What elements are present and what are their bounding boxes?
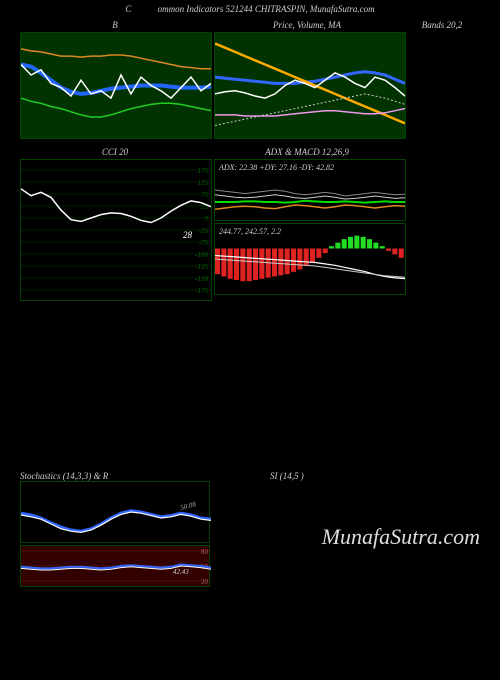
panel-macd-chart: 244.77, 242.57, 2.2 — [214, 223, 406, 295]
header-main: ommon Indicators 521244 CHITRASPIN, Muna… — [158, 4, 375, 14]
title-bands: Bands 20,2 — [404, 18, 480, 32]
panel-adx-chart: ADX: 22.38 +DY: 27.16 -DY: 42.82 — [214, 159, 406, 221]
title-rsi: SI (14,5 ) — [210, 471, 480, 481]
title-cci: CCI 20 — [20, 145, 210, 159]
panel-price-chart — [214, 32, 406, 139]
row3-titles: Stochastics (14,3,3) & R SI (14,5 ) — [0, 471, 500, 481]
svg-text:42.43: 42.43 — [173, 568, 189, 576]
svg-text:-100: -100 — [195, 251, 208, 259]
svg-text:-175: -175 — [195, 287, 208, 295]
panel-rsi-chart: 80502042.43 — [20, 545, 210, 587]
svg-text:175: 175 — [198, 167, 209, 175]
svg-text:244.77, 242.57, 2.2: 244.77, 242.57, 2.2 — [219, 227, 281, 236]
svg-text:125: 125 — [198, 179, 209, 187]
title-adx: ADX & MACD 12,26,9 — [212, 145, 402, 159]
svg-text:20: 20 — [201, 578, 209, 586]
title-stoch: Stochastics (14,3,3) & R — [20, 471, 210, 481]
row1-titles: B Price, Volume, MA Bands 20,2 — [0, 18, 500, 32]
panel-b-chart — [20, 32, 212, 139]
row2-titles: CCI 20 ADX & MACD 12,26,9 — [0, 145, 500, 159]
svg-text:-25: -25 — [199, 227, 209, 235]
row2-panels: 17512575259-25-75-100-125-150-17528 ADX:… — [0, 159, 500, 301]
svg-text:80: 80 — [201, 548, 209, 556]
svg-text:75: 75 — [201, 191, 209, 199]
title-price: Price, Volume, MA — [212, 18, 402, 32]
panel-stoch-chart: 50.08 — [20, 481, 210, 543]
watermark-text: MunafaSutra.com — [322, 524, 480, 550]
title-b: B — [20, 18, 210, 32]
panel-cci-chart: 17512575259-25-75-100-125-150-17528 — [20, 159, 212, 301]
svg-text:28: 28 — [183, 230, 193, 240]
panel-adx-macd-stack: ADX: 22.38 +DY: 27.16 -DY: 42.82 244.77,… — [214, 159, 406, 301]
svg-text:-75: -75 — [199, 239, 209, 247]
svg-text:-150: -150 — [195, 275, 208, 283]
svg-text:50.08: 50.08 — [179, 500, 197, 512]
row1-panels — [0, 32, 500, 139]
svg-text:ADX: 22.38 +DY: 27.16 -DY:: ADX: 22.38 +DY: 27.16 -DY: 42.82 — [218, 163, 334, 172]
svg-text:-125: -125 — [195, 263, 208, 271]
header-left: C — [125, 4, 155, 14]
svg-text:9: 9 — [205, 215, 209, 223]
